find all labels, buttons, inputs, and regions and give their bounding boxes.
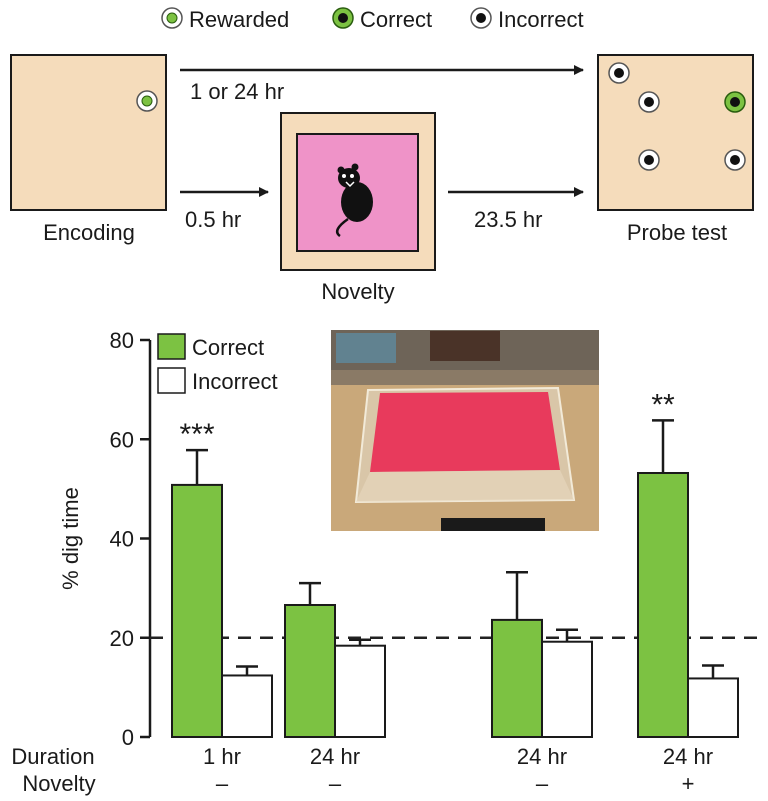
duration-label: 24 hr — [517, 744, 567, 769]
incorrect-well-icon — [638, 149, 660, 171]
duration-label: 1 hr — [203, 744, 241, 769]
novelty-label: – — [216, 771, 229, 796]
y-tick-label: 80 — [110, 328, 134, 353]
encoding-label: Encoding — [43, 220, 135, 245]
bar-correct — [284, 603, 336, 738]
novelty-label: + — [682, 771, 695, 796]
chart-legend: Correct Incorrect — [157, 333, 278, 394]
incorrect-well-icon — [638, 91, 660, 113]
duration-label: 24 hr — [663, 744, 713, 769]
rewarded-icon — [161, 7, 183, 29]
top-legend: Rewarded Correct Incorrect — [161, 7, 584, 32]
legend-correct: Correct — [360, 7, 432, 32]
legend-swatch-incorrect — [157, 367, 186, 394]
significance-marker: ** — [651, 388, 675, 421]
y-tick-label: 60 — [110, 427, 134, 452]
rewarded-well-icon — [136, 90, 158, 112]
legend-incorrect: Incorrect — [498, 7, 584, 32]
novelty-arena — [280, 112, 436, 271]
bar-correct — [637, 471, 689, 738]
correct-well-icon — [724, 91, 746, 113]
row-label-duration: Duration — [11, 744, 94, 769]
incorrect-well-icon — [724, 149, 746, 171]
y-tick-label: 40 — [110, 527, 134, 552]
y-tick-label: 0 — [122, 725, 134, 750]
bar-incorrect — [687, 677, 739, 739]
legend-label-incorrect: Incorrect — [192, 369, 278, 394]
y-axis-label: % dig time — [58, 487, 83, 590]
incorrect-icon — [470, 7, 492, 29]
encoding-arena — [10, 54, 167, 211]
arena-photo — [331, 330, 599, 531]
novelty-label: – — [329, 771, 342, 796]
arrow-long-label: 1 or 24 hr — [190, 79, 284, 104]
arrow-short-label: 0.5 hr — [185, 207, 241, 232]
probe-label: Probe test — [627, 220, 727, 245]
row-label-novelty: Novelty — [22, 771, 95, 796]
legend-swatch-correct — [157, 333, 186, 360]
duration-label: 24 hr — [310, 744, 360, 769]
probe-arena — [597, 54, 754, 211]
bars: ***** — [171, 388, 739, 739]
rat-icon — [336, 163, 373, 238]
novelty-label: – — [536, 771, 549, 796]
arrow-after-label: 23.5 hr — [474, 207, 543, 232]
y-axis: 0 20 40 60 80 — [110, 328, 152, 750]
significance-marker: *** — [179, 418, 214, 451]
incorrect-well-icon — [608, 62, 630, 84]
correct-icon — [332, 7, 354, 29]
bar-correct — [491, 618, 543, 739]
bar-incorrect — [541, 640, 593, 738]
bar-incorrect — [221, 674, 273, 739]
legend-label-correct: Correct — [192, 335, 264, 360]
bar-correct — [171, 483, 223, 738]
y-tick-label: 20 — [110, 626, 134, 651]
legend-rewarded: Rewarded — [189, 7, 289, 32]
novelty-label: Novelty — [321, 279, 394, 304]
x-labels: 1 hr–24 hr–24 hr–24 hr+ — [203, 744, 713, 796]
bar-incorrect — [334, 644, 386, 738]
